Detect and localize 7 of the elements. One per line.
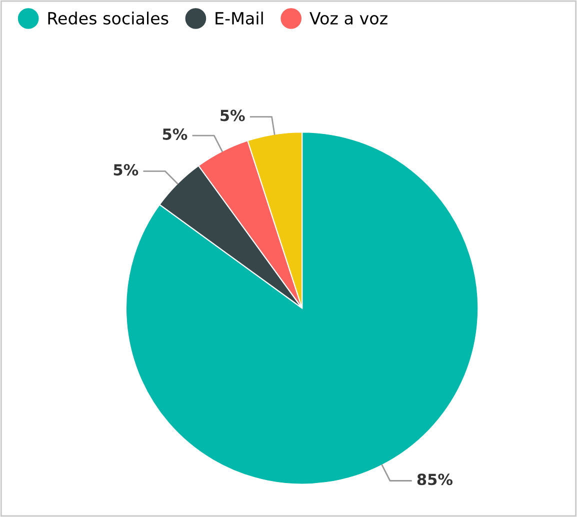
data-label: 5%: [220, 110, 245, 122]
data-label: 5%: [162, 128, 188, 140]
data-label: 85%: [417, 474, 453, 486]
legend-label: Redes sociales: [48, 12, 168, 25]
data-label: 5%: [114, 164, 138, 176]
legend-label: E-Mail: [216, 12, 263, 25]
legend-label: Voz a voz: [310, 12, 388, 25]
